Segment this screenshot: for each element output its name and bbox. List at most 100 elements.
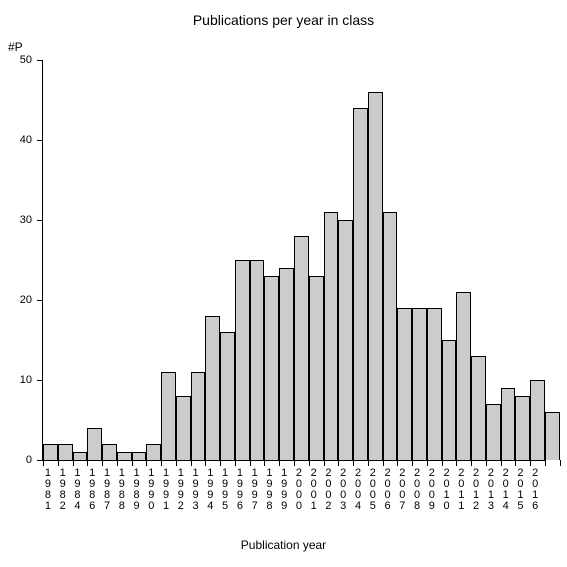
x-tick-label: 2014	[503, 468, 509, 512]
x-tick	[486, 460, 487, 466]
x-tick	[545, 460, 546, 466]
y-tick-label: 0	[0, 454, 32, 466]
bar	[294, 236, 309, 460]
x-tick	[117, 460, 118, 466]
x-tick	[515, 460, 516, 466]
bar	[383, 212, 398, 460]
x-tick-label: 2004	[355, 468, 361, 512]
bar	[397, 308, 412, 460]
x-tick	[220, 460, 221, 466]
bar	[43, 444, 58, 460]
bar	[456, 292, 471, 460]
bar	[73, 452, 88, 460]
bar	[338, 220, 353, 460]
y-tick-label: 10	[0, 374, 32, 386]
bar	[117, 452, 132, 460]
x-tick-label: 1998	[266, 468, 272, 512]
bar	[427, 308, 442, 460]
y-tick	[37, 220, 43, 221]
chart-title: Publications per year in class	[0, 12, 567, 28]
x-tick	[250, 460, 251, 466]
bar	[501, 388, 516, 460]
bar	[132, 452, 147, 460]
x-tick	[87, 460, 88, 466]
bar	[530, 380, 545, 460]
x-tick-label: 1988	[119, 468, 125, 512]
y-tick-label: 30	[0, 214, 32, 226]
x-tick-label: 1999	[281, 468, 287, 512]
bar	[205, 316, 220, 460]
y-tick-label: 20	[0, 294, 32, 306]
bar	[161, 372, 176, 460]
x-tick-label: 2011	[458, 468, 464, 512]
bar	[146, 444, 161, 460]
bar	[87, 428, 102, 460]
x-tick	[43, 460, 44, 466]
x-tick	[353, 460, 354, 466]
x-tick-label: 1989	[133, 468, 139, 512]
bar	[220, 332, 235, 460]
x-tick-label: 2001	[311, 468, 317, 512]
y-tick	[37, 380, 43, 381]
x-tick-label: 2009	[429, 468, 435, 512]
x-tick-label: 1986	[89, 468, 95, 512]
x-tick-label: 2012	[473, 468, 479, 512]
x-tick	[132, 460, 133, 466]
bar	[515, 396, 530, 460]
x-tick	[235, 460, 236, 466]
x-tick	[442, 460, 443, 466]
y-tick	[37, 60, 43, 61]
x-tick	[191, 460, 192, 466]
x-tick	[383, 460, 384, 466]
x-tick-label: 1997	[252, 468, 258, 512]
x-tick	[294, 460, 295, 466]
x-tick	[161, 460, 162, 466]
x-tick-label: 1992	[178, 468, 184, 512]
x-tick-label: 2016	[532, 468, 538, 512]
x-tick	[412, 460, 413, 466]
x-tick-label: 1994	[207, 468, 213, 512]
x-tick	[530, 460, 531, 466]
x-tick-label: 2002	[325, 468, 331, 512]
x-axis-label: Publication year	[0, 538, 567, 552]
bar	[309, 276, 324, 460]
bar	[412, 308, 427, 460]
bar	[545, 412, 560, 460]
x-tick	[73, 460, 74, 466]
bar	[442, 340, 457, 460]
bar	[471, 356, 486, 460]
y-tick-label: 50	[0, 54, 32, 66]
x-tick	[146, 460, 147, 466]
bar	[324, 212, 339, 460]
x-tick	[279, 460, 280, 466]
x-tick-label: 1981	[45, 468, 51, 512]
x-tick	[58, 460, 59, 466]
chart-container: Publications per year in class #P Public…	[0, 0, 567, 567]
x-tick	[176, 460, 177, 466]
x-tick-label: 2003	[340, 468, 346, 512]
x-tick	[324, 460, 325, 466]
x-tick-label: 2008	[414, 468, 420, 512]
x-tick	[309, 460, 310, 466]
x-tick	[205, 460, 206, 466]
bar	[176, 396, 191, 460]
x-tick-label: 1996	[237, 468, 243, 512]
y-tick-label: 40	[0, 134, 32, 146]
x-tick-label: 2006	[384, 468, 390, 512]
x-tick-label: 1987	[104, 468, 110, 512]
x-tick	[102, 460, 103, 466]
x-tick	[338, 460, 339, 466]
x-tick	[560, 460, 561, 466]
bar	[235, 260, 250, 460]
y-tick	[37, 300, 43, 301]
x-tick-label: 2010	[444, 468, 450, 512]
x-tick	[501, 460, 502, 466]
x-tick	[397, 460, 398, 466]
x-tick-label: 2005	[370, 468, 376, 512]
y-axis-label: #P	[8, 40, 23, 54]
x-tick-label: 2015	[517, 468, 523, 512]
plot-area	[42, 60, 545, 461]
x-tick-label: 2013	[488, 468, 494, 512]
x-tick-label: 1984	[74, 468, 80, 512]
bar	[250, 260, 265, 460]
